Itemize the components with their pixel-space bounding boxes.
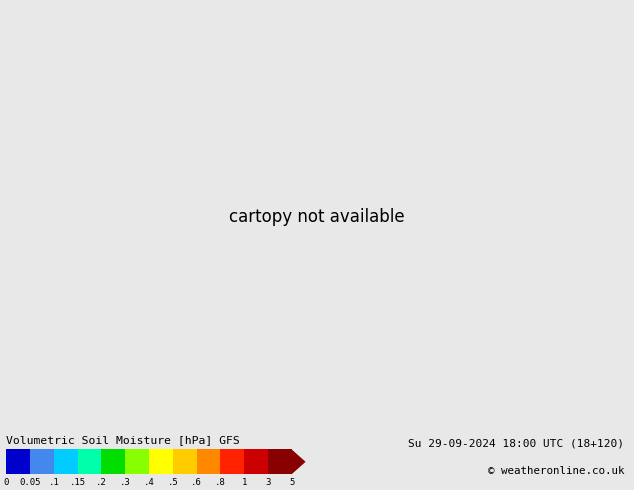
Text: 0.05: 0.05 xyxy=(20,478,41,487)
Text: 1: 1 xyxy=(242,478,247,487)
Text: .6: .6 xyxy=(191,478,202,487)
Bar xyxy=(268,449,292,474)
Text: .5: .5 xyxy=(167,478,178,487)
Text: .4: .4 xyxy=(144,478,154,487)
Bar xyxy=(149,449,172,474)
Bar xyxy=(197,449,220,474)
Bar xyxy=(6,449,30,474)
Text: cartopy not available: cartopy not available xyxy=(229,208,405,226)
Text: 5: 5 xyxy=(289,478,294,487)
Text: .8: .8 xyxy=(215,478,226,487)
Text: Su 29-09-2024 18:00 UTC (18+120): Su 29-09-2024 18:00 UTC (18+120) xyxy=(408,438,624,448)
Bar xyxy=(126,449,149,474)
Text: .1: .1 xyxy=(49,478,59,487)
Bar xyxy=(172,449,197,474)
Text: 0: 0 xyxy=(4,478,9,487)
Text: .2: .2 xyxy=(96,478,107,487)
Text: 3: 3 xyxy=(265,478,271,487)
Text: Volumetric Soil Moisture [hPa] GFS: Volumetric Soil Moisture [hPa] GFS xyxy=(6,435,240,445)
Text: .15: .15 xyxy=(70,478,86,487)
Text: © weatheronline.co.uk: © weatheronline.co.uk xyxy=(488,466,624,476)
Polygon shape xyxy=(292,449,306,474)
Bar xyxy=(244,449,268,474)
Bar xyxy=(30,449,54,474)
Bar xyxy=(101,449,126,474)
Text: .3: .3 xyxy=(120,478,131,487)
Bar xyxy=(54,449,77,474)
Bar xyxy=(221,449,244,474)
Bar xyxy=(77,449,101,474)
